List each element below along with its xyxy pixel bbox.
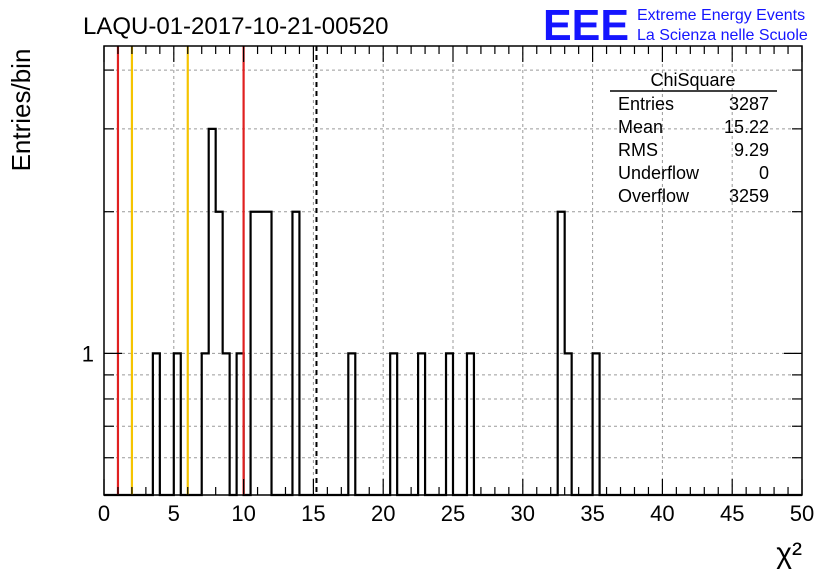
x-tick-label: 15	[301, 501, 325, 526]
histogram-bin	[348, 353, 355, 495]
axes: 0 5 10 15 20 25 30 35 40 45 50 1	[82, 45, 814, 526]
histogram-bin	[418, 353, 425, 495]
stats-label: Entries	[618, 94, 674, 114]
x-tick-label: 25	[441, 501, 465, 526]
x-tick-label: 45	[720, 501, 744, 526]
histogram-bin	[446, 353, 453, 495]
histogram-bin	[292, 212, 299, 495]
histogram-bin	[202, 353, 209, 495]
stats-value: 3287	[729, 94, 769, 114]
chart-title: LAQU-01-2017-10-21-00520	[83, 13, 389, 40]
histogram-bin	[174, 353, 181, 495]
histogram-bin	[223, 353, 230, 495]
stats-label: Overflow	[618, 186, 690, 206]
stats-label: RMS	[618, 140, 658, 160]
x-tick-label: 30	[511, 501, 535, 526]
logo-line-1: Extreme Energy Events	[637, 7, 805, 24]
histogram-bin	[565, 353, 572, 495]
x-tick-label: 20	[371, 501, 395, 526]
logo-line-2: La Scienza nelle Scuole	[637, 27, 808, 44]
stats-rows: Entries 3287 Mean 15.22 RMS 9.29 Underflow 0 Ove…	[618, 94, 769, 206]
stats-box: ChiSquare Entries 3287 Mean 15.22 RMS 9.29 Und…	[610, 70, 777, 206]
histogram-bin	[467, 353, 474, 495]
stats-label: Mean	[618, 117, 663, 137]
stats-value: 15.22	[724, 117, 769, 137]
stats-value: 9.29	[734, 140, 769, 160]
x-axis-label: χ²	[776, 537, 802, 570]
reference-lines	[116, 46, 318, 495]
stats-value: 3259	[729, 186, 769, 206]
eee-logo: EEE Extreme Energy Events La Scienza nel…	[543, 1, 808, 50]
stats-value: 0	[759, 163, 769, 183]
histogram-bin	[558, 212, 565, 495]
histogram-bin	[258, 212, 265, 495]
x-tick-label: 50	[790, 501, 814, 526]
y-axis-label: Entries/bin	[6, 49, 36, 172]
x-tick-label: 5	[168, 501, 180, 526]
stats-label: Underflow	[618, 163, 700, 183]
histogram-bin	[390, 353, 397, 495]
x-tick-label: 35	[580, 501, 604, 526]
histogram-bin	[251, 212, 258, 495]
logo-mark: EEE	[543, 1, 629, 50]
histogram-bin	[153, 353, 160, 495]
y-tick-label: 1	[82, 341, 94, 366]
histogram-bin	[593, 353, 600, 495]
stats-title: ChiSquare	[650, 70, 735, 90]
histogram-bin	[265, 212, 272, 495]
histogram-bin	[216, 212, 223, 495]
histogram-bin	[209, 129, 216, 495]
x-tick-label: 0	[98, 501, 110, 526]
x-tick-label: 40	[650, 501, 674, 526]
x-tick-label: 10	[231, 501, 255, 526]
